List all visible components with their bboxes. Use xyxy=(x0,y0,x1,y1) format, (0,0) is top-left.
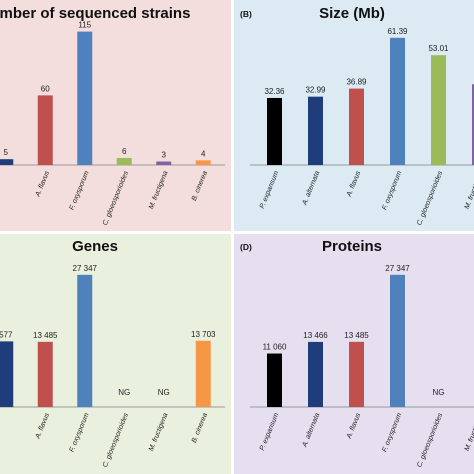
bar-a-flavus xyxy=(37,95,53,165)
data-label: 3 xyxy=(162,151,167,160)
bar-f-oxysporum xyxy=(77,31,93,165)
data-label: 32.99 xyxy=(305,86,326,95)
bar-f-oxysporum xyxy=(390,37,405,165)
data-label: 13 485 xyxy=(344,331,369,340)
data-label: 60 xyxy=(41,84,50,93)
gutter-horizontal xyxy=(0,231,474,234)
data-label: 53.01 xyxy=(428,44,449,53)
bar-a-flavus xyxy=(349,341,364,407)
gutter-vertical xyxy=(231,0,234,474)
bar-p-expansum xyxy=(267,97,282,165)
data-label: 577 xyxy=(0,330,13,339)
data-label: 11 060 xyxy=(263,343,287,352)
bar-b-cinerea xyxy=(195,340,211,407)
bar-a-flavus xyxy=(37,341,53,407)
data-label: 115 xyxy=(78,21,91,30)
bar-a-alternata xyxy=(308,341,323,407)
data-label: NG xyxy=(118,388,130,397)
bar-partial xyxy=(0,341,14,407)
data-label: NG xyxy=(433,388,445,397)
data-label: 13 485 xyxy=(33,331,58,340)
bar-c-gloeosporioides xyxy=(116,158,132,165)
panel-label: (D) xyxy=(240,242,252,252)
bar-p-expansum xyxy=(267,353,282,407)
bar-f-oxysporum xyxy=(390,274,405,407)
data-label: 13 703 xyxy=(191,330,216,339)
data-label: 61.39 xyxy=(387,27,408,36)
data-label: 5 xyxy=(4,148,9,157)
data-label: 27 347 xyxy=(385,264,410,273)
data-label: 36.89 xyxy=(346,78,367,87)
chart-title: mber of sequenced strains xyxy=(0,5,190,22)
data-label: NG xyxy=(158,388,170,397)
bar-m-fructigena xyxy=(156,161,172,165)
bar-a-flavus xyxy=(349,88,364,165)
data-label: 32.36 xyxy=(264,87,285,96)
chart-title: Genes xyxy=(72,238,118,255)
bar-b-cinerea xyxy=(195,160,211,165)
data-label: 6 xyxy=(122,147,127,156)
bar-m-fructigena xyxy=(472,84,474,165)
bar-c-gloeosporioides xyxy=(431,55,446,165)
bar-f-oxysporum xyxy=(77,274,93,407)
data-label: 27 347 xyxy=(73,264,98,273)
bar-partial xyxy=(0,159,14,165)
chart-title: Proteins xyxy=(322,238,382,255)
panel-label: (B) xyxy=(240,9,252,19)
chart-title: Size (Mb) xyxy=(319,5,385,22)
bar-a-alternata xyxy=(308,96,323,165)
data-label: 13 466 xyxy=(303,331,328,340)
data-label: 4 xyxy=(201,149,206,158)
